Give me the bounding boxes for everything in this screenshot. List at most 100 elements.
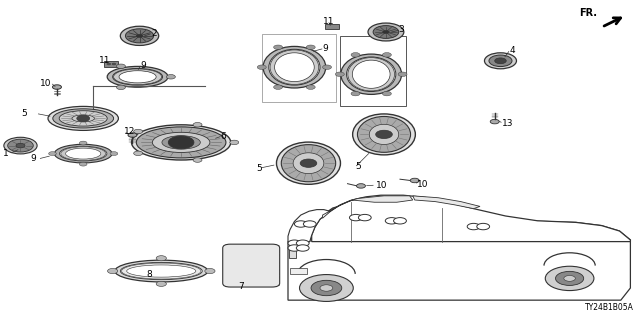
Ellipse shape <box>72 115 95 122</box>
Circle shape <box>320 285 333 291</box>
Polygon shape <box>288 203 630 300</box>
Circle shape <box>108 268 118 274</box>
Circle shape <box>300 275 353 301</box>
Ellipse shape <box>127 265 196 277</box>
Ellipse shape <box>270 50 319 84</box>
Text: 13: 13 <box>502 119 513 128</box>
Text: 3: 3 <box>398 25 404 34</box>
Circle shape <box>300 159 317 167</box>
Circle shape <box>398 72 407 76</box>
Circle shape <box>156 281 166 286</box>
Text: TY24B1B05A: TY24B1B05A <box>585 303 634 312</box>
Circle shape <box>128 133 137 137</box>
Ellipse shape <box>352 60 390 88</box>
Bar <box>340 36 406 106</box>
FancyBboxPatch shape <box>290 268 307 274</box>
Text: 5: 5 <box>256 164 262 173</box>
Circle shape <box>8 139 33 152</box>
Ellipse shape <box>107 67 168 87</box>
Circle shape <box>134 151 143 156</box>
Circle shape <box>79 141 87 145</box>
Ellipse shape <box>347 57 396 92</box>
Circle shape <box>376 130 392 139</box>
Text: 4: 4 <box>509 46 515 55</box>
FancyBboxPatch shape <box>104 61 118 67</box>
Circle shape <box>166 75 175 79</box>
Text: 11: 11 <box>323 17 334 26</box>
Circle shape <box>477 223 490 230</box>
Circle shape <box>382 92 391 96</box>
Ellipse shape <box>353 114 415 155</box>
Circle shape <box>125 29 154 43</box>
Circle shape <box>490 119 499 124</box>
Text: 10: 10 <box>40 79 52 88</box>
Text: 12: 12 <box>124 127 135 136</box>
Ellipse shape <box>275 53 314 82</box>
Circle shape <box>296 240 309 246</box>
Circle shape <box>116 64 125 68</box>
Circle shape <box>356 184 365 188</box>
Ellipse shape <box>65 148 101 159</box>
Circle shape <box>274 85 283 89</box>
Circle shape <box>484 53 516 69</box>
Ellipse shape <box>54 144 112 163</box>
Circle shape <box>556 271 584 285</box>
Polygon shape <box>323 198 365 218</box>
Circle shape <box>52 85 61 89</box>
Circle shape <box>303 221 316 227</box>
Circle shape <box>564 276 575 281</box>
FancyBboxPatch shape <box>289 242 296 258</box>
Circle shape <box>156 256 166 261</box>
Ellipse shape <box>114 69 161 85</box>
Circle shape <box>307 85 316 89</box>
Circle shape <box>467 223 480 230</box>
Ellipse shape <box>60 146 107 161</box>
Text: 10: 10 <box>376 181 387 190</box>
Circle shape <box>107 63 111 65</box>
Circle shape <box>351 52 360 57</box>
Circle shape <box>294 221 307 227</box>
Circle shape <box>168 136 194 149</box>
Circle shape <box>77 115 90 122</box>
Text: 2: 2 <box>151 29 157 38</box>
Ellipse shape <box>357 116 411 152</box>
Circle shape <box>368 23 404 41</box>
Circle shape <box>545 266 594 291</box>
Circle shape <box>296 245 309 251</box>
FancyBboxPatch shape <box>325 24 339 29</box>
Text: 5: 5 <box>355 162 361 171</box>
Text: 9: 9 <box>31 154 36 163</box>
Circle shape <box>110 152 118 156</box>
Circle shape <box>16 143 25 148</box>
Circle shape <box>382 52 391 57</box>
Ellipse shape <box>162 136 200 149</box>
Polygon shape <box>352 196 413 202</box>
Circle shape <box>311 280 342 296</box>
Circle shape <box>373 26 399 38</box>
Circle shape <box>136 34 143 37</box>
Circle shape <box>410 178 419 183</box>
Ellipse shape <box>263 46 326 88</box>
Ellipse shape <box>282 145 336 182</box>
Text: FR.: FR. <box>579 8 597 19</box>
Circle shape <box>288 240 301 246</box>
Text: 9: 9 <box>323 44 328 53</box>
Circle shape <box>394 218 406 224</box>
Text: 1: 1 <box>3 149 9 158</box>
Circle shape <box>335 72 344 76</box>
Ellipse shape <box>120 262 202 280</box>
Ellipse shape <box>152 132 210 153</box>
Ellipse shape <box>269 49 320 85</box>
Circle shape <box>112 63 116 65</box>
Polygon shape <box>413 196 480 209</box>
Circle shape <box>495 58 506 64</box>
Circle shape <box>358 214 371 221</box>
Text: 10: 10 <box>417 180 429 188</box>
Text: 11: 11 <box>99 56 111 65</box>
Ellipse shape <box>60 111 108 126</box>
Circle shape <box>307 45 316 50</box>
FancyBboxPatch shape <box>223 244 280 287</box>
Ellipse shape <box>348 58 394 91</box>
Polygon shape <box>312 195 630 242</box>
Circle shape <box>134 129 143 134</box>
